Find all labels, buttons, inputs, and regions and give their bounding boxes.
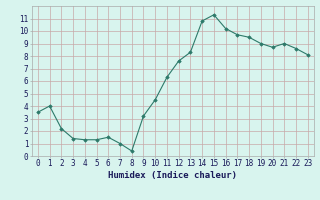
X-axis label: Humidex (Indice chaleur): Humidex (Indice chaleur) <box>108 171 237 180</box>
